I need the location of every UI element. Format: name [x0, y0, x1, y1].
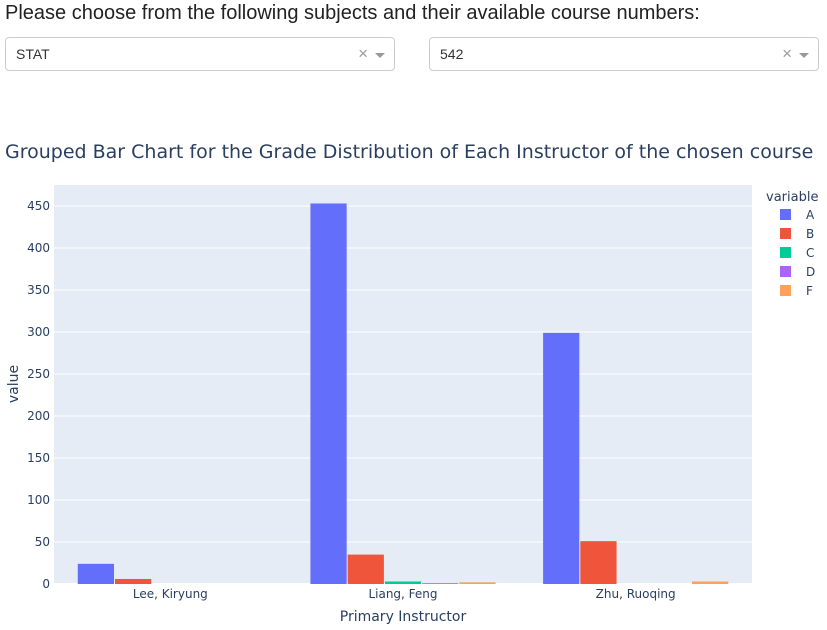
legend-label-C[interactable]: C [806, 246, 814, 260]
y-tick-label: 50 [35, 535, 50, 549]
course-number-dropdown[interactable]: 542 × [429, 37, 819, 71]
bar-B-1[interactable] [347, 554, 384, 584]
y-axis-ticks: 0 50 100 150 200 250 300 350 400 450 [27, 199, 50, 591]
course-dropdown-value: 542 [440, 46, 464, 62]
x-tick-label: Zhu, Ruoqing [596, 587, 676, 601]
legend-swatch-B[interactable] [780, 228, 791, 239]
course-selection-prompt: Please choose from the following subject… [5, 2, 700, 24]
legend-swatch-D[interactable] [780, 266, 791, 277]
x-tick-label: Lee, Kiryung [133, 587, 208, 601]
clear-icon[interactable]: × [358, 44, 368, 63]
y-tick-label: 300 [27, 325, 50, 339]
y-tick-label: 400 [27, 241, 50, 255]
y-tick-label: 0 [42, 577, 50, 591]
grouped-bar-chart: Grouped Bar Chart for the Grade Distribu… [5, 141, 818, 625]
legend-swatch-A[interactable] [780, 209, 791, 220]
legend-title: variable [766, 190, 818, 205]
y-tick-label: 200 [27, 409, 50, 423]
plot-area [54, 185, 752, 584]
chevron-down-icon[interactable] [799, 53, 809, 58]
legend-label-B[interactable]: B [806, 227, 814, 241]
bar-A-0[interactable] [77, 563, 114, 584]
bar-A-1[interactable] [310, 203, 347, 584]
gridlines [54, 205, 752, 585]
y-tick-label: 450 [27, 199, 50, 213]
x-axis-label: Primary Instructor [340, 609, 467, 625]
legend-swatch-C[interactable] [780, 247, 791, 258]
legend-swatch-F[interactable] [780, 285, 791, 296]
legend-label-F[interactable]: F [806, 284, 813, 298]
chevron-down-icon[interactable] [375, 53, 385, 58]
y-tick-label: 350 [27, 283, 50, 297]
bar-C-1[interactable] [384, 581, 422, 584]
y-axis-label: value [6, 365, 22, 403]
legend-label-A[interactable]: A [806, 208, 815, 222]
y-tick-label: 100 [27, 493, 50, 507]
bar-B-2[interactable] [580, 541, 617, 584]
bar-F-1[interactable] [459, 582, 496, 584]
subject-dropdown[interactable]: STAT × [5, 37, 395, 71]
chart-title: Grouped Bar Chart for the Grade Distribu… [5, 141, 813, 163]
bar-F-2[interactable] [692, 581, 729, 584]
x-axis-ticks: Lee, Kiryung Liang, Feng Zhu, Ruoqing [133, 587, 676, 601]
bar-A-2[interactable] [543, 332, 580, 584]
x-tick-label: Liang, Feng [368, 587, 437, 601]
bar-B-0[interactable] [114, 578, 152, 584]
y-tick-label: 250 [27, 367, 50, 381]
bar-D-1[interactable] [422, 583, 459, 584]
subject-dropdown-value: STAT [16, 46, 50, 62]
clear-icon[interactable]: × [782, 44, 792, 63]
legend-label-D[interactable]: D [806, 265, 815, 279]
bars [77, 203, 729, 584]
y-tick-label: 150 [27, 451, 50, 465]
